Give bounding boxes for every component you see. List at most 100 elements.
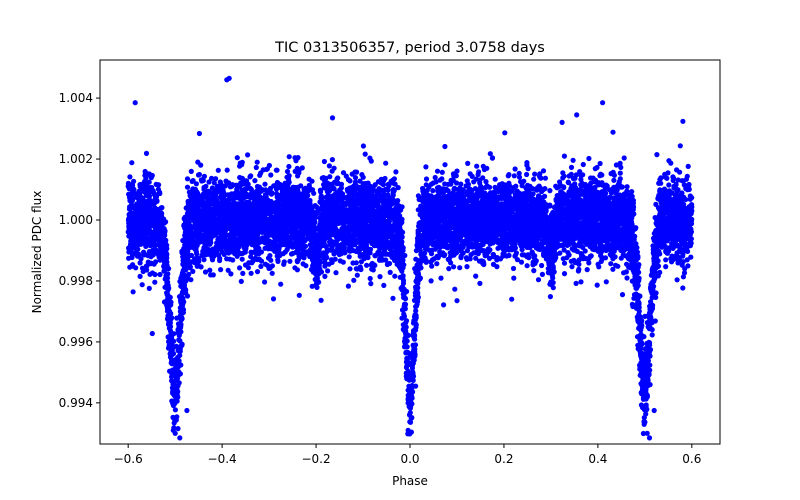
data-point [684, 257, 690, 263]
data-point [437, 244, 443, 251]
data-point [617, 170, 623, 176]
data-point [153, 181, 159, 187]
data-point [221, 251, 227, 257]
data-point [387, 269, 393, 275]
data-point [262, 279, 268, 285]
data-point [248, 254, 254, 260]
data-point [351, 277, 357, 283]
data-point [127, 264, 133, 270]
data-point [275, 257, 281, 263]
data-point [367, 275, 373, 282]
data-point [193, 181, 199, 187]
data-point [531, 176, 537, 182]
data-point [511, 173, 517, 179]
data-point [677, 143, 683, 149]
data-point [152, 279, 158, 285]
data-point [677, 169, 683, 175]
data-point [153, 259, 159, 265]
data-point [332, 222, 338, 228]
data-point [309, 283, 315, 289]
data-point [474, 163, 480, 169]
data-point [176, 337, 182, 343]
data-point [224, 167, 230, 173]
data-point [368, 281, 374, 287]
data-point [130, 289, 136, 295]
data-point [680, 118, 686, 124]
data-point [492, 176, 498, 182]
data-point [383, 160, 389, 166]
data-point [438, 275, 444, 281]
data-point [594, 282, 600, 288]
data-point [578, 182, 584, 188]
data-point [188, 168, 194, 174]
data-point [258, 263, 264, 269]
data-point [423, 176, 430, 182]
data-point [611, 177, 617, 183]
data-point [137, 273, 143, 279]
data-point [159, 205, 165, 211]
data-point [190, 178, 196, 184]
data-points [125, 75, 695, 441]
data-point [218, 267, 224, 273]
data-point [603, 279, 609, 285]
data-point [208, 272, 214, 278]
data-point [539, 262, 545, 269]
data-point [313, 271, 319, 277]
data-point [157, 271, 163, 278]
data-point [392, 273, 398, 279]
data-point [680, 274, 687, 280]
data-point [561, 153, 568, 159]
data-point [547, 188, 553, 194]
data-point [685, 263, 691, 269]
data-point [423, 164, 429, 170]
data-point [352, 175, 359, 181]
data-point [220, 187, 226, 193]
data-point [329, 168, 335, 174]
data-point [129, 160, 135, 166]
data-point [607, 194, 613, 200]
data-point [439, 169, 445, 175]
data-point [454, 298, 460, 304]
data-point [267, 253, 273, 259]
data-point [146, 179, 152, 185]
data-point [307, 242, 313, 248]
data-point [457, 265, 463, 271]
data-point [142, 168, 148, 175]
data-point [658, 175, 664, 181]
data-point [142, 252, 148, 258]
chart-title: TIC 0313506357, period 3.0758 days [274, 40, 545, 56]
data-point [561, 247, 567, 253]
data-point [401, 290, 407, 296]
data-point [201, 257, 207, 263]
data-point [262, 181, 268, 187]
data-point [430, 188, 436, 194]
data-point [432, 174, 438, 181]
data-point [353, 260, 359, 266]
data-point [360, 143, 366, 149]
data-point [245, 152, 251, 158]
data-point [395, 185, 401, 191]
data-point [354, 272, 360, 278]
data-point [287, 258, 293, 264]
data-point [518, 259, 525, 265]
data-point [209, 175, 215, 181]
data-point [608, 261, 614, 267]
data-point [286, 163, 292, 170]
data-point [346, 254, 352, 260]
data-point [174, 315, 180, 321]
data-point [403, 350, 409, 356]
data-point [278, 281, 284, 287]
data-point [618, 164, 624, 170]
data-point [561, 260, 568, 266]
data-point [223, 178, 229, 184]
data-point [390, 295, 396, 301]
data-point [681, 270, 688, 276]
data-point [685, 163, 691, 169]
data-point [442, 162, 448, 168]
data-point [613, 162, 620, 168]
data-point [452, 286, 458, 292]
data-point [451, 264, 457, 270]
data-point [568, 258, 574, 264]
data-point [539, 271, 546, 277]
